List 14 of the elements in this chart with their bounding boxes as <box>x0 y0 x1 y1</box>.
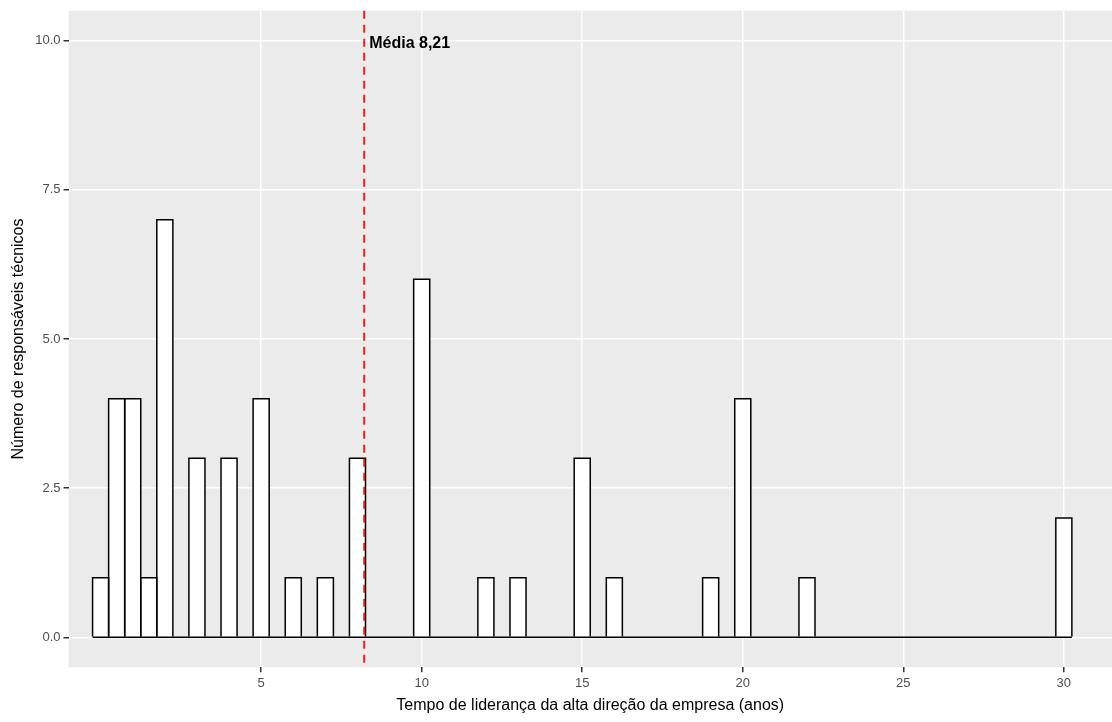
y-tick-label: 5.0 <box>42 330 61 346</box>
x-tick-label: 25 <box>896 674 911 690</box>
y-axis-title: Número de responsáveis técnicos <box>9 218 27 460</box>
y-tick-label: 2.5 <box>42 479 61 495</box>
ref-line-label: Média 8,21 <box>369 34 451 52</box>
x-tick-label: 10 <box>414 674 429 690</box>
y-tick-label: 10.0 <box>35 32 61 48</box>
x-tick-label: 30 <box>1056 674 1072 690</box>
x-tick-label: 15 <box>574 674 590 690</box>
x-tick-label: 5 <box>257 674 265 690</box>
x-tick-label: 20 <box>735 674 750 690</box>
y-tick-label: 7.5 <box>42 181 61 197</box>
x-axis-title: Tempo de liderança da alta direção da empresa (anos) <box>396 695 785 713</box>
y-tick-label: 0.0 <box>42 628 61 644</box>
